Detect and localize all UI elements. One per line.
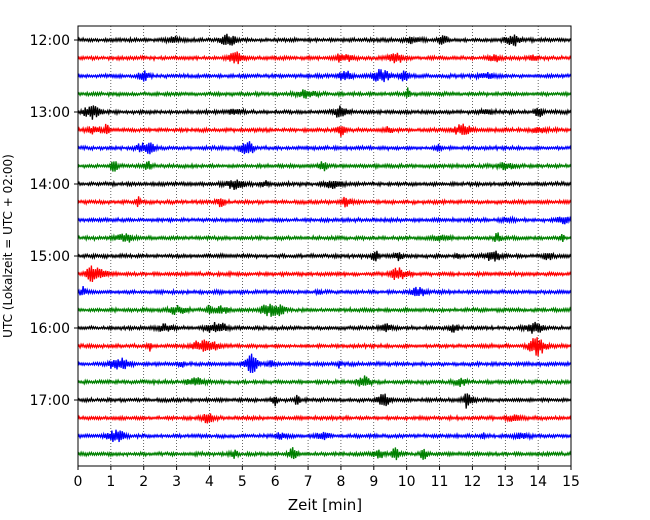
seismogram-trace (77, 250, 572, 262)
x-tick-label: 9 (369, 474, 378, 490)
x-tick-label: 13 (496, 474, 514, 490)
x-tick-label: 2 (139, 474, 148, 490)
y-tick-label: 13:00 (30, 105, 70, 121)
seismogram-trace (77, 51, 572, 65)
seismogram-trace (77, 321, 572, 334)
seismogram-trace (77, 413, 572, 424)
seismogram-trace (77, 353, 572, 373)
y-tick-label: 16:00 (30, 321, 70, 337)
seismogram-trace (77, 123, 572, 137)
seismogram-traces (77, 33, 572, 461)
seismogram-trace (77, 265, 572, 282)
y-tick-label: 15:00 (30, 249, 70, 265)
x-tick-label: 5 (238, 474, 247, 490)
seismogram-trace (77, 160, 572, 172)
x-tick-label: 0 (74, 474, 83, 490)
seismogram-trace (77, 393, 572, 409)
seismogram-trace (77, 87, 572, 100)
x-tick-label: 8 (336, 474, 345, 490)
y-tick-label: 12:00 (30, 33, 70, 49)
seismogram-trace (77, 68, 572, 83)
x-tick-label: 12 (463, 474, 481, 490)
seismogram-trace (77, 196, 572, 208)
x-tick-label: 6 (271, 474, 280, 490)
x-tick-label: 3 (172, 474, 181, 490)
x-tick-label: 10 (398, 474, 416, 490)
seismogram-trace (77, 303, 572, 317)
x-axis-label: Zeit [min] (288, 496, 362, 514)
x-tick-label: 11 (431, 474, 449, 490)
seismogram-trace (77, 429, 572, 443)
x-tick-label: 4 (205, 474, 214, 490)
seismogram-trace (77, 141, 572, 155)
seismogram-trace (77, 232, 572, 243)
x-tick-label: 7 (304, 474, 313, 490)
y-axis-label: UTC (Lokalzeit = UTC + 02:00) (1, 154, 15, 338)
y-tick-label: 14:00 (30, 177, 70, 193)
seismogram-trace (77, 215, 572, 225)
x-tick-label: 14 (529, 474, 547, 490)
plot-frame (77, 25, 572, 467)
y-tick-label: 17:00 (30, 393, 70, 409)
seismogram-trace (77, 33, 572, 47)
x-tick-label: 15 (562, 474, 580, 490)
x-axis-ticks: 0 1 2 3 4 5 6 7 8 9 10 11 12 13 14 15 (74, 466, 580, 490)
x-tick-label: 1 (106, 474, 115, 490)
seismogram-trace (77, 447, 572, 461)
seismogram-trace (77, 105, 572, 120)
y-axis-ticks: 12:00 13:00 14:00 15:00 16:00 17:00 (30, 33, 78, 409)
seismogram-trace (77, 337, 572, 357)
seismogram-trace (77, 179, 572, 190)
vertical-grid (110, 26, 539, 466)
seismogram-trace (77, 286, 572, 297)
seismogram-trace (77, 375, 572, 388)
